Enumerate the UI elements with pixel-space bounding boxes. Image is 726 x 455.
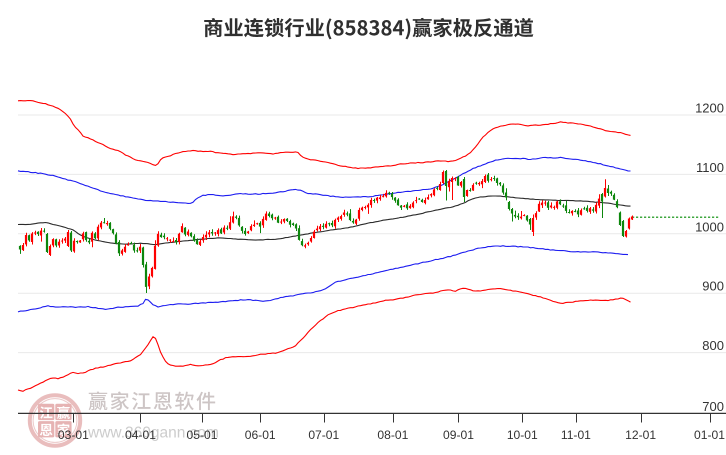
svg-text:08-01: 08-01 xyxy=(377,428,408,442)
svg-text:11-01: 11-01 xyxy=(561,428,591,442)
svg-text:1100: 1100 xyxy=(696,160,724,175)
svg-text:1200: 1200 xyxy=(695,101,724,116)
svg-text:09-01: 09-01 xyxy=(443,428,474,442)
svg-text:900: 900 xyxy=(702,279,724,294)
svg-text:1000: 1000 xyxy=(695,219,724,234)
svg-text:01-01: 01-01 xyxy=(694,428,725,442)
svg-text:www.360gann.com: www.360gann.com xyxy=(87,425,219,442)
svg-text:700: 700 xyxy=(702,399,724,414)
svg-text:03-01: 03-01 xyxy=(58,428,89,442)
svg-text:04-01: 04-01 xyxy=(125,428,156,442)
svg-text:12-01: 12-01 xyxy=(625,428,656,442)
svg-text:07-01: 07-01 xyxy=(308,428,339,442)
svg-text:05-01: 05-01 xyxy=(187,428,218,442)
svg-text:800: 800 xyxy=(702,338,724,353)
svg-text:06-01: 06-01 xyxy=(245,428,276,442)
svg-text:10-01: 10-01 xyxy=(507,428,538,442)
